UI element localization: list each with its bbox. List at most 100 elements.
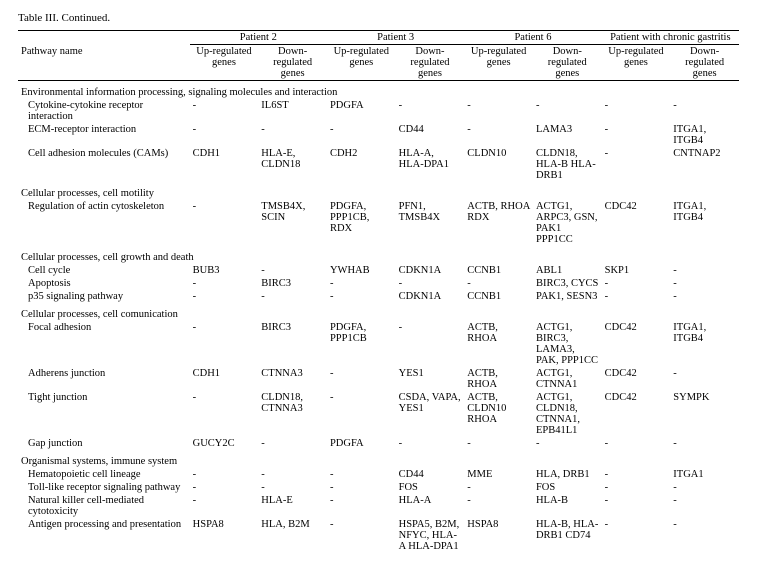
- cell-value: -: [464, 277, 533, 290]
- cell-value: -: [670, 290, 739, 303]
- pathway-name: Cell cycle: [18, 264, 190, 277]
- cell-value: PDGFA, PPP1CB: [327, 321, 396, 367]
- cell-value: CLDN10: [464, 147, 533, 182]
- group-header-p2: Patient 2: [190, 31, 327, 45]
- cell-value: -: [533, 99, 602, 123]
- cell-value: CD44: [396, 123, 465, 147]
- cell-value: -: [670, 518, 739, 553]
- cell-value: CSDA, VAPA, YES1: [396, 391, 465, 437]
- col-p3-down: Down-regulated genes: [396, 45, 465, 81]
- cell-value: CDH1: [190, 367, 259, 391]
- cell-value: -: [327, 367, 396, 391]
- cell-value: -: [327, 518, 396, 553]
- cell-value: CDH2: [327, 147, 396, 182]
- col-p2-up: Up-regulated genes: [190, 45, 259, 81]
- cell-value: -: [327, 123, 396, 147]
- cell-value: CNTNAP2: [670, 147, 739, 182]
- cell-value: SYMPK: [670, 391, 739, 437]
- cell-value: BIRC3, CYCS: [533, 277, 602, 290]
- group-header-p6: Patient 6: [464, 31, 601, 45]
- cell-value: HSPA5, B2M, NFYC, HLA-A HLA-DPA1: [396, 518, 465, 553]
- pathway-name: Antigen processing and presentation: [18, 518, 190, 553]
- cell-value: HLA-E: [258, 494, 327, 518]
- cell-value: -: [327, 290, 396, 303]
- section-heading: Organismal systems, immune system: [18, 450, 739, 468]
- table-title: Table III. Continued.: [18, 12, 739, 24]
- table-row: Tight junction-CLDN18, CTNNA3-CSDA, VAPA…: [18, 391, 739, 437]
- cell-value: IL6ST: [258, 99, 327, 123]
- cell-value: -: [670, 99, 739, 123]
- table-row: p35 signaling pathway---CDKN1ACCNB1PAK1,…: [18, 290, 739, 303]
- table-row: Toll-like receptor signaling pathway---F…: [18, 481, 739, 494]
- cell-value: -: [190, 123, 259, 147]
- pathway-name: Focal adhesion: [18, 321, 190, 367]
- cell-value: CDH1: [190, 147, 259, 182]
- cell-value: -: [602, 277, 671, 290]
- col-pc-down: Down-regulated genes: [670, 45, 739, 81]
- cell-value: BUB3: [190, 264, 259, 277]
- cell-value: ITGA1: [670, 468, 739, 481]
- cell-value: ACTB, RHOA: [464, 367, 533, 391]
- cell-value: PAK1, SESN3: [533, 290, 602, 303]
- cell-value: -: [533, 437, 602, 450]
- cell-value: CDKN1A: [396, 264, 465, 277]
- cell-value: -: [670, 367, 739, 391]
- cell-value: CLDN18, HLA-B HLA-DRB1: [533, 147, 602, 182]
- cell-value: -: [258, 437, 327, 450]
- pathway-name: Cytokine-cytokine receptor interaction: [18, 99, 190, 123]
- cell-value: -: [464, 494, 533, 518]
- cell-value: -: [464, 481, 533, 494]
- cell-value: -: [602, 99, 671, 123]
- cell-value: BIRC3: [258, 321, 327, 367]
- cell-value: CDC42: [602, 321, 671, 367]
- col-pathway: Pathway name: [18, 45, 190, 81]
- cell-value: ACTG1, CTNNA1: [533, 367, 602, 391]
- table-row: Regulation of actin cytoskeleton-TMSB4X,…: [18, 200, 739, 246]
- cell-value: CTNNA3: [258, 367, 327, 391]
- cell-value: -: [670, 264, 739, 277]
- section-heading: Cellular processes, cell growth and deat…: [18, 246, 739, 264]
- cell-value: -: [670, 277, 739, 290]
- table-row: Gap junctionGUCY2C-PDGFA-----: [18, 437, 739, 450]
- cell-value: CLDN18, CTNNA3: [258, 391, 327, 437]
- pathway-name: ECM-receptor interaction: [18, 123, 190, 147]
- cell-value: -: [258, 290, 327, 303]
- cell-value: YES1: [396, 367, 465, 391]
- cell-value: -: [670, 481, 739, 494]
- table-row: Antigen processing and presentationHSPA8…: [18, 518, 739, 553]
- cell-value: -: [602, 481, 671, 494]
- pathway-name: Gap junction: [18, 437, 190, 450]
- cell-value: CDC42: [602, 367, 671, 391]
- cell-value: ITGA1, ITGB4: [670, 123, 739, 147]
- cell-value: CCNB1: [464, 290, 533, 303]
- cell-value: HSPA8: [464, 518, 533, 553]
- cell-value: -: [396, 277, 465, 290]
- cell-value: HSPA8: [190, 518, 259, 553]
- col-p6-up: Up-regulated genes: [464, 45, 533, 81]
- cell-value: -: [190, 468, 259, 481]
- cell-value: -: [190, 277, 259, 290]
- pathway-name: Natural killer cell-mediated cytotoxicit…: [18, 494, 190, 518]
- cell-value: FOS: [533, 481, 602, 494]
- cell-value: HLA-A: [396, 494, 465, 518]
- cell-value: CDC42: [602, 391, 671, 437]
- cell-value: ACTB, RHOA RDX: [464, 200, 533, 246]
- cell-value: CCNB1: [464, 264, 533, 277]
- cell-value: HLA, DRB1: [533, 468, 602, 481]
- cell-value: ITGA1, ITGB4: [670, 200, 739, 246]
- section-heading: Environmental information processing, si…: [18, 81, 739, 100]
- cell-value: -: [327, 468, 396, 481]
- cell-value: -: [602, 494, 671, 518]
- cell-value: GUCY2C: [190, 437, 259, 450]
- cell-value: -: [670, 494, 739, 518]
- cell-value: -: [602, 468, 671, 481]
- cell-value: PFN1, TMSB4X: [396, 200, 465, 246]
- cell-value: HLA-A, HLA-DPA1: [396, 147, 465, 182]
- cell-value: -: [327, 391, 396, 437]
- pathway-name: Regulation of actin cytoskeleton: [18, 200, 190, 246]
- cell-value: -: [464, 123, 533, 147]
- table-row: Cell cycleBUB3-YWHABCDKN1ACCNB1ABL1SKP1-: [18, 264, 739, 277]
- cell-value: MME: [464, 468, 533, 481]
- table-row: Cell adhesion molecules (CAMs)CDH1HLA-E,…: [18, 147, 739, 182]
- group-header-p3: Patient 3: [327, 31, 464, 45]
